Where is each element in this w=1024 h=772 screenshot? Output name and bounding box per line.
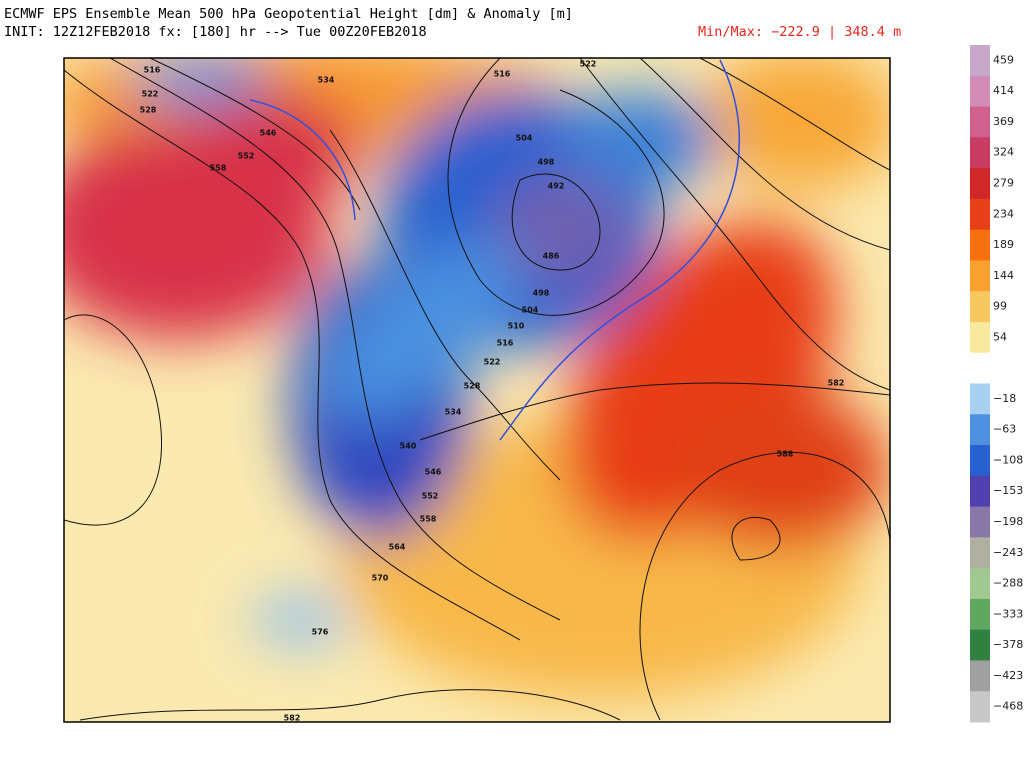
colorbar-swatch bbox=[970, 414, 990, 446]
colorbar-label: −468 bbox=[993, 700, 1023, 713]
contour-label: 588 bbox=[777, 450, 794, 459]
contour-label: 516 bbox=[497, 339, 514, 348]
contour-label: 510 bbox=[508, 322, 525, 331]
colorbar-label: 54 bbox=[993, 330, 1007, 343]
init-time: INIT: 12Z12FEB2018 fx: [180] hr --> Tue … bbox=[4, 24, 427, 40]
colorbar-swatch bbox=[970, 168, 990, 200]
colorbar-swatch bbox=[970, 352, 990, 384]
contour-label: 498 bbox=[533, 289, 550, 298]
colorbar-label: 369 bbox=[993, 115, 1014, 128]
colorbar-label: 324 bbox=[993, 146, 1014, 159]
contour-label: 576 bbox=[312, 628, 329, 637]
min-max: Min/Max: −222.9 | 348.4 m bbox=[698, 24, 901, 40]
colorbar-label: 144 bbox=[993, 269, 1014, 282]
colorbar-label: −243 bbox=[993, 546, 1023, 559]
contour-label: 582 bbox=[828, 379, 845, 388]
colorbar-label: −198 bbox=[993, 515, 1023, 528]
colorbar-swatch bbox=[970, 537, 990, 569]
colorbar-swatch bbox=[970, 45, 990, 77]
colorbar-swatch bbox=[970, 629, 990, 661]
contour-label: 528 bbox=[464, 382, 481, 391]
colorbar-swatch bbox=[970, 229, 990, 261]
colorbar-label: 234 bbox=[993, 207, 1014, 220]
contour-label: 552 bbox=[422, 492, 439, 501]
contour-label: 522 bbox=[484, 358, 501, 367]
colorbar-swatch bbox=[970, 137, 990, 169]
contour-label: 558 bbox=[420, 515, 437, 524]
colorbar-label: 99 bbox=[993, 300, 1007, 313]
contour-label: 564 bbox=[389, 543, 406, 552]
colorbar-swatch bbox=[970, 106, 990, 138]
colorbar-label: 414 bbox=[993, 84, 1014, 97]
contour-label: 486 bbox=[543, 252, 560, 261]
colorbar-swatch bbox=[970, 198, 990, 231]
colorbar-label: −108 bbox=[993, 453, 1023, 466]
colorbar-label: −333 bbox=[993, 607, 1023, 620]
contour-label: 582 bbox=[284, 714, 301, 723]
colorbar-swatch bbox=[970, 691, 990, 723]
colorbar-swatch bbox=[970, 506, 990, 538]
contour-label: 534 bbox=[318, 76, 335, 85]
colorbar-label: −63 bbox=[993, 423, 1016, 436]
contour-labels: 516 522 528 534 546 552 558 516 522 504 498 492 486 4… bbox=[140, 60, 845, 723]
colorbar-swatch bbox=[970, 598, 990, 631]
contour-label: 558 bbox=[210, 164, 227, 173]
contour-label: 552 bbox=[238, 152, 255, 161]
colorbar-swatch bbox=[970, 321, 990, 354]
colorbar-swatch bbox=[970, 291, 990, 323]
colorbar-swatch bbox=[970, 568, 990, 600]
contour-label: 504 bbox=[516, 134, 533, 143]
contour-label: 504 bbox=[522, 306, 539, 315]
colorbar-label: −18 bbox=[993, 392, 1016, 405]
contour-label: 546 bbox=[260, 129, 277, 138]
contour-label: 516 bbox=[144, 66, 161, 75]
colorbar-swatch bbox=[970, 383, 990, 415]
colorbar-label: −423 bbox=[993, 669, 1023, 682]
contour-label: 540 bbox=[400, 442, 417, 451]
contour-label: 522 bbox=[580, 60, 597, 69]
colorbar-swatch bbox=[970, 660, 990, 692]
contour-label: 570 bbox=[372, 574, 389, 583]
colorbar: 459 414 369 324 279 234 189 144 99 54 −18 −63 −108 −1… bbox=[970, 45, 1023, 723]
colorbar-label: 189 bbox=[993, 238, 1014, 251]
colorbar-swatch bbox=[970, 475, 990, 508]
contour-label: 498 bbox=[538, 158, 555, 167]
map-frame bbox=[63, 57, 891, 723]
title: ECMWF EPS Ensemble Mean 500 hPa Geopoten… bbox=[4, 6, 573, 22]
map bbox=[64, 58, 890, 722]
colorbar-label: −153 bbox=[993, 484, 1023, 497]
colorbar-label: 459 bbox=[993, 53, 1014, 66]
contour-label: 492 bbox=[548, 182, 565, 191]
contour-label: 516 bbox=[494, 70, 511, 79]
contour-label: 522 bbox=[142, 90, 159, 99]
colorbar-swatch bbox=[970, 75, 990, 108]
contour-label: 546 bbox=[425, 468, 442, 477]
colorbar-label: 279 bbox=[993, 176, 1014, 189]
colorbar-swatch bbox=[970, 260, 990, 292]
contour-label: 528 bbox=[140, 106, 157, 115]
contour-label: 534 bbox=[445, 408, 462, 417]
colorbar-swatch bbox=[970, 445, 990, 477]
colorbar-label: −288 bbox=[993, 577, 1023, 590]
colorbar-label: −378 bbox=[993, 638, 1023, 651]
